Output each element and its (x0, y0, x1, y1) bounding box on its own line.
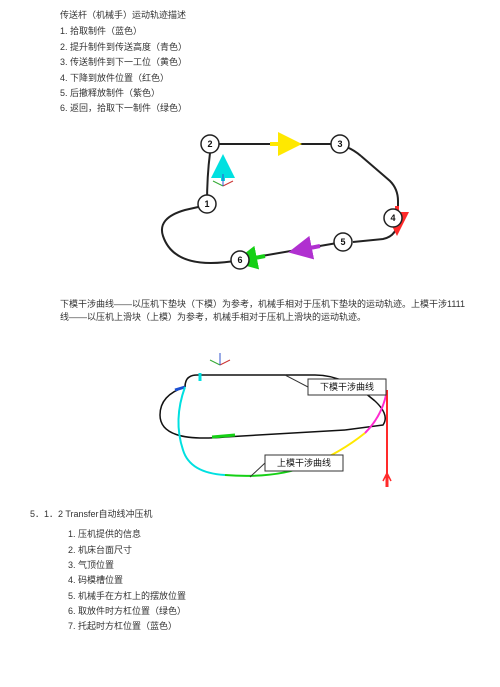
trajectory-diagram-1: 1 2 3 4 5 6 (60, 126, 470, 286)
list-item: 6. 取放件时方杠位置（绿色） (68, 604, 470, 618)
svg-text:1: 1 (204, 199, 209, 209)
list-item: 1. 压机提供的信息 (68, 527, 470, 541)
list-item: 2. 机床台面尺寸 (68, 543, 470, 557)
list-item: 4. 码模槽位置 (68, 573, 470, 587)
interference-curve-diagram: 下模干涉曲线上模干涉曲线 (60, 335, 470, 495)
svg-text:上模干涉曲线: 上模干涉曲线 (277, 457, 331, 468)
transfer-info-list: 1. 压机提供的信息 2. 机床台面尺寸 3. 气顶位置 4. 码模槽位置 5.… (60, 527, 470, 634)
motion-trajectory-title: 传送杆（机械手）运动轨迹描述 (60, 8, 470, 22)
list-item: 4. 下降到放件位置（红色） (60, 71, 470, 85)
list-item: 3. 气顶位置 (68, 558, 470, 572)
list-item: 5. 机械手在方杠上的摆放位置 (68, 589, 470, 603)
list-item: 2. 提升制件到传送高度（青色） (60, 40, 470, 54)
svg-text:6: 6 (237, 255, 242, 265)
interference-curve-description: 下模干涉曲线——以压机下垫块（下模）为参考，机械手相对于压机下垫块的运动轨迹。上… (60, 298, 470, 325)
list-item: 3. 传送制件到下一工位（黄色） (60, 55, 470, 69)
svg-text:4: 4 (390, 213, 395, 223)
section-title-transfer: 5．1．2 Transfer自动线冲压机 (30, 507, 470, 521)
motion-steps-list: 1. 拾取制件（蓝色） 2. 提升制件到传送高度（青色） 3. 传送制件到下一工… (60, 24, 470, 115)
svg-text:3: 3 (337, 139, 342, 149)
list-item: 7. 托起时方杠位置（蓝色） (68, 619, 470, 633)
svg-text:2: 2 (207, 139, 212, 149)
list-item: 1. 拾取制件（蓝色） (60, 24, 470, 38)
svg-text:5: 5 (340, 237, 345, 247)
list-item: 6. 返回，拾取下一制件（绿色） (60, 101, 470, 115)
list-item: 5. 后撤释放制件（紫色） (60, 86, 470, 100)
svg-text:下模干涉曲线: 下模干涉曲线 (320, 381, 374, 392)
